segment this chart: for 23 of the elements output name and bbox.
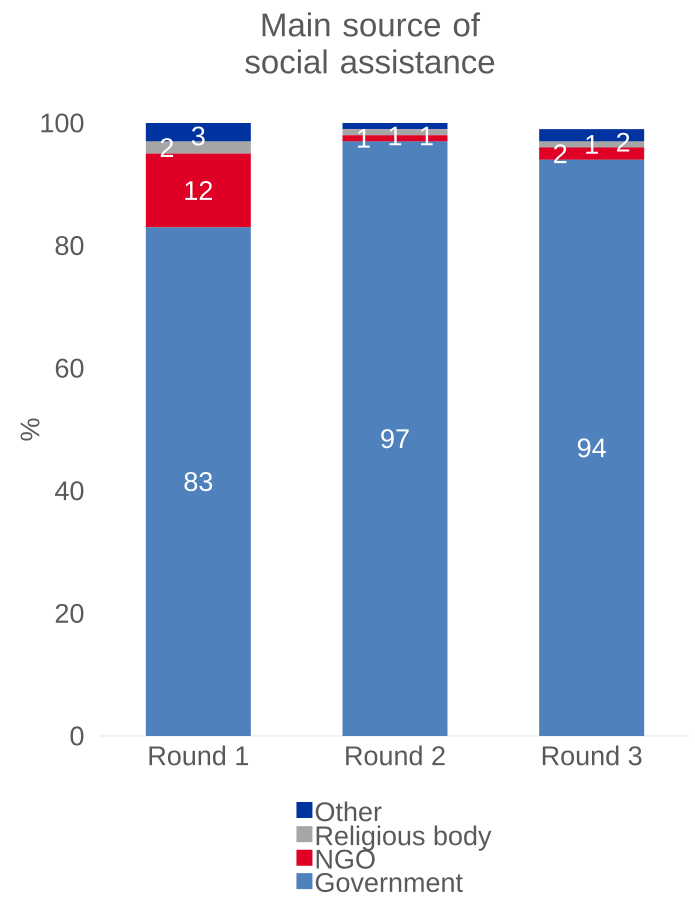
data-label: 2 (160, 138, 174, 157)
data-label: 94 (578, 438, 606, 458)
y-axis-title: % (20, 418, 40, 441)
legend-label: Other (316, 801, 382, 822)
legend-label: NGO (316, 850, 375, 869)
legend-label: Religious body (316, 826, 492, 851)
y-tick-label: 100 (41, 113, 84, 133)
y-tick-label: 60 (56, 358, 84, 378)
y-tick-label: 80 (56, 236, 84, 256)
x-tick-label: Round 1 (150, 746, 248, 766)
x-tick-label: Round 3 (542, 746, 642, 766)
chart-title: Main source of social assistance (245, 12, 494, 74)
data-label: 2 (554, 144, 566, 164)
data-label: 83 (184, 472, 212, 492)
bar (146, 227, 251, 736)
data-label: 3 (192, 126, 205, 146)
y-tick-label: 0 (70, 726, 84, 746)
y-tick-label: 40 (55, 481, 84, 500)
legend-label: Government (316, 872, 463, 892)
y-tick-label: 20 (56, 604, 84, 623)
data-label: 97 (381, 429, 409, 448)
x-tick-label: Round 2 (346, 746, 445, 766)
data-label: 12 (185, 181, 212, 200)
